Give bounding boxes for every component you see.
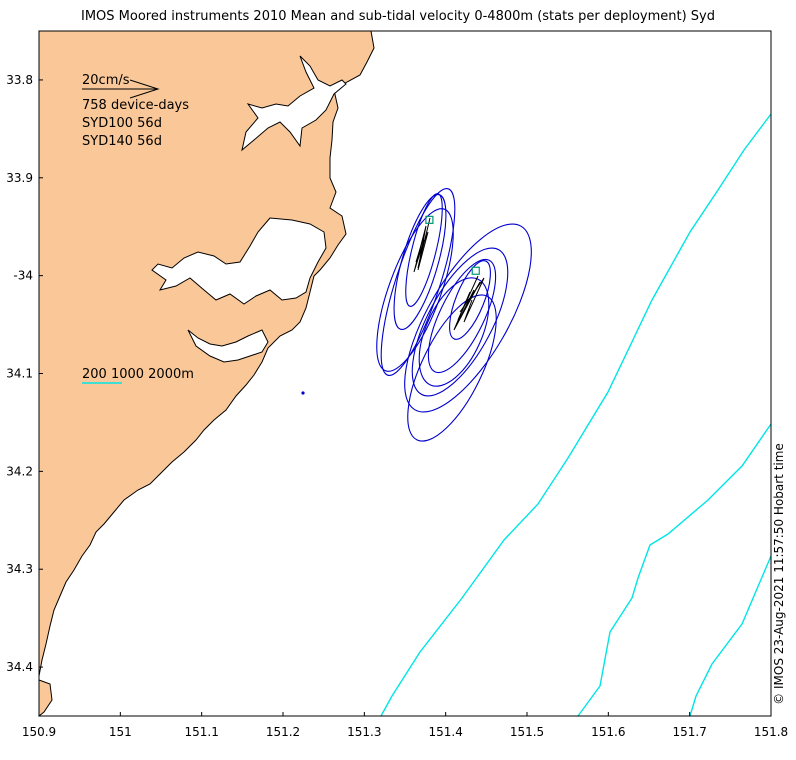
harbour-middle [151,217,327,305]
device-days-label: 758 device-days [82,98,189,113]
y-tick-label: 33.8 [6,73,33,87]
x-tick-label: 151.6 [591,725,625,739]
velocity-ellipse [418,277,490,387]
velocity-ellipse [407,294,497,442]
y-tick-label: 34.2 [6,464,33,478]
ellipses-syd140 [404,223,532,442]
x-tick-label: 151.1 [184,725,218,739]
map-title: IMOS Moored instruments 2010 Mean and su… [80,9,715,24]
isobath-2000m [689,555,772,717]
velocity-ellipse [404,223,532,413]
y-tick-label: 33.9 [6,171,33,185]
scale-label: 20cm/s [82,73,130,88]
deployment-syd100: SYD100 56d [82,116,162,131]
velocity-ellipse [427,258,497,374]
x-tick-label: 151.5 [510,725,544,739]
velocity-ellipse [376,208,454,372]
x-tick-label: 151.7 [672,725,706,739]
y-axis: 33.8 33.9 -34 34.1 34.2 34.3 34.4 [6,73,43,674]
x-tick-label: 151.8 [754,725,788,739]
y-tick-label: -34 [13,269,33,283]
velocity-ellipse [449,260,491,340]
x-axis: 150.9 151 151.1 151.2 151.3 151.4 151.5 151.6 15… [22,712,788,739]
y-tick-label: 34.3 [6,562,33,576]
harbour-south [187,329,269,363]
x-tick-label: 151.2 [266,725,300,739]
y-tick-label: 34.4 [6,660,33,674]
harbour-north [241,55,347,152]
x-tick-label: 151.3 [347,725,381,739]
velocity-ellipse [380,187,456,377]
velocity-ellipse [411,247,509,397]
scale-arrow [82,79,160,99]
credit-label: © IMOS 23-Aug-2021 11:57:50 Hobart time [772,443,786,705]
deployment-syd140: SYD140 56d [82,134,162,149]
x-tick-label: 151.4 [428,725,462,739]
mooring-markers [425,215,480,275]
x-tick-label: 150.9 [22,725,56,739]
mooring-marker-syd140 [471,266,480,275]
isobath-200m [380,113,772,717]
mooring-marker-syd100 [425,215,434,224]
velocity-vectors [413,217,485,331]
ellipses-syd100 [376,187,456,377]
velocity-ellipse [405,193,443,307]
x-tick-label: 151 [109,725,132,739]
y-tick-label: 34.1 [6,367,33,381]
isobath-label: 200 1000 2000m [82,367,194,382]
site-marker [301,391,305,395]
isobath-1000m [577,423,772,717]
island-southwest [38,679,53,718]
